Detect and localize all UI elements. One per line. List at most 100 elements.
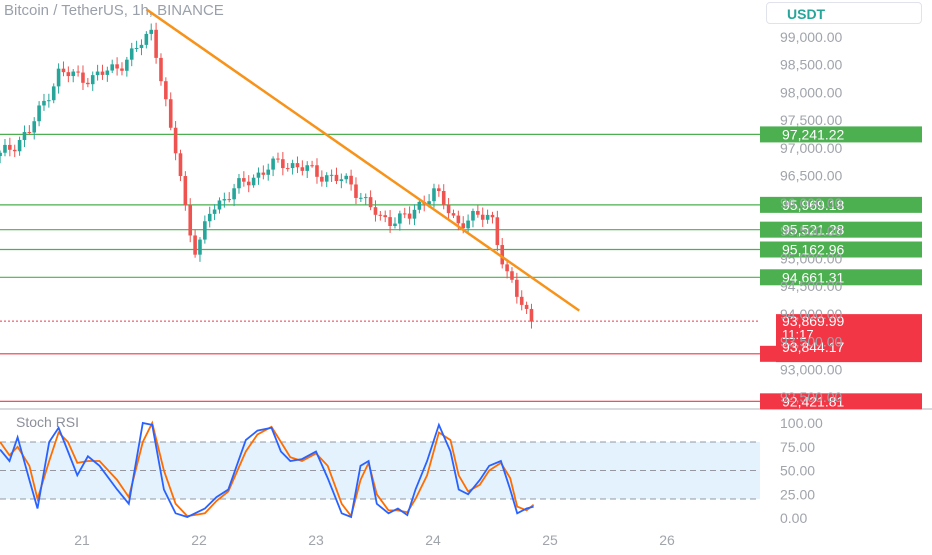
candle-body[interactable] [471,211,475,221]
candle-body[interactable] [0,152,2,157]
candle-body[interactable] [27,132,32,134]
candle-body[interactable] [344,175,349,180]
candle-body[interactable] [188,205,193,236]
candle-body[interactable] [334,174,339,182]
candle-body[interactable] [110,64,115,71]
candle-body[interactable] [398,213,402,224]
candle-body[interactable] [378,214,383,216]
candle-body[interactable] [456,215,461,224]
candle-body[interactable] [519,296,524,305]
candle-body[interactable] [178,153,183,177]
candle-body[interactable] [271,158,275,170]
stoch-series-line[interactable] [0,421,534,519]
candle-body[interactable] [485,214,490,220]
candle-body[interactable] [315,165,319,177]
candle-body[interactable] [412,209,417,219]
candle-body[interactable] [159,57,163,82]
candle-body[interactable] [12,149,17,152]
candle-body[interactable] [427,201,431,205]
candle-body[interactable] [8,144,12,150]
candle-body[interactable] [261,172,266,175]
candle-body[interactable] [407,213,412,219]
candle-body[interactable] [86,82,90,85]
candle-body[interactable] [495,217,500,246]
candle-body[interactable] [451,213,456,216]
candle-body[interactable] [120,68,124,71]
candle-body[interactable] [144,33,149,45]
candle-body[interactable] [71,71,76,77]
candle-body[interactable] [490,214,495,218]
candle-body[interactable] [100,71,105,75]
candle-body[interactable] [134,47,139,49]
candle-body[interactable] [251,177,256,186]
candle-body[interactable] [237,178,241,189]
candle-body[interactable] [290,163,295,169]
candle-body[interactable] [203,221,207,240]
candle-body[interactable] [168,99,173,128]
candle-body[interactable] [37,105,41,122]
candle-body[interactable] [232,188,236,200]
candle-body[interactable] [56,68,61,87]
candle-body[interactable] [510,271,514,280]
candle-body[interactable] [349,175,353,185]
candle-body[interactable] [242,178,246,182]
candle-body[interactable] [388,217,392,227]
candle-body[interactable] [446,204,451,214]
candle-body[interactable] [22,132,27,140]
candle-body[interactable] [3,144,7,153]
candle-body[interactable] [417,201,422,210]
candle-body[interactable] [246,181,251,186]
candle-body[interactable] [125,59,129,71]
candle-body[interactable] [47,100,51,102]
candle-body[interactable] [95,71,100,76]
candle-body[interactable] [173,127,178,154]
candle-body[interactable] [339,179,344,182]
candle-body[interactable] [217,200,222,210]
candle-body[interactable] [227,199,232,201]
candle-body[interactable] [51,86,56,101]
candle-body[interactable] [154,29,158,58]
candle-body[interactable] [17,139,22,152]
candle-body[interactable] [363,197,368,199]
candle-body[interactable] [256,172,261,178]
candle-body[interactable] [90,75,95,85]
candle-body[interactable] [32,121,37,133]
candle-body[interactable] [66,72,71,77]
candle-body[interactable] [76,71,80,73]
candle-body[interactable] [222,199,227,201]
candle-body[interactable] [105,70,110,75]
candle-body[interactable] [441,191,446,205]
candle-body[interactable] [42,100,46,106]
stoch-series-line[interactable] [0,420,535,519]
candle-body[interactable] [402,213,407,215]
currency-selector[interactable]: USDT [766,2,922,24]
candle-body[interactable] [164,81,168,100]
candle-body[interactable] [524,304,529,309]
candle-body[interactable] [393,223,397,227]
candle-body[interactable] [207,213,212,222]
candle-body[interactable] [461,223,466,229]
candle-body[interactable] [115,64,119,69]
candle-body[interactable] [198,239,202,255]
candle-body[interactable] [305,165,310,171]
candle-body[interactable] [212,209,217,214]
candle-body[interactable] [432,188,436,202]
candle-body[interactable] [285,168,290,170]
candle-body[interactable] [276,158,280,160]
candle-body[interactable] [183,176,188,206]
candle-body[interactable] [149,29,154,34]
candle-body[interactable] [193,235,197,255]
candle-body[interactable] [281,159,285,169]
candle-body[interactable] [437,188,441,192]
candle-body[interactable] [515,279,519,297]
candle-body[interactable] [320,176,324,182]
candle-body[interactable] [480,214,485,220]
candle-body[interactable] [329,174,334,176]
candle-body[interactable] [368,197,373,208]
candle-body[interactable] [310,165,314,167]
candle-body[interactable] [505,264,509,272]
candle-body[interactable] [324,175,329,182]
candle-body[interactable] [529,308,534,322]
